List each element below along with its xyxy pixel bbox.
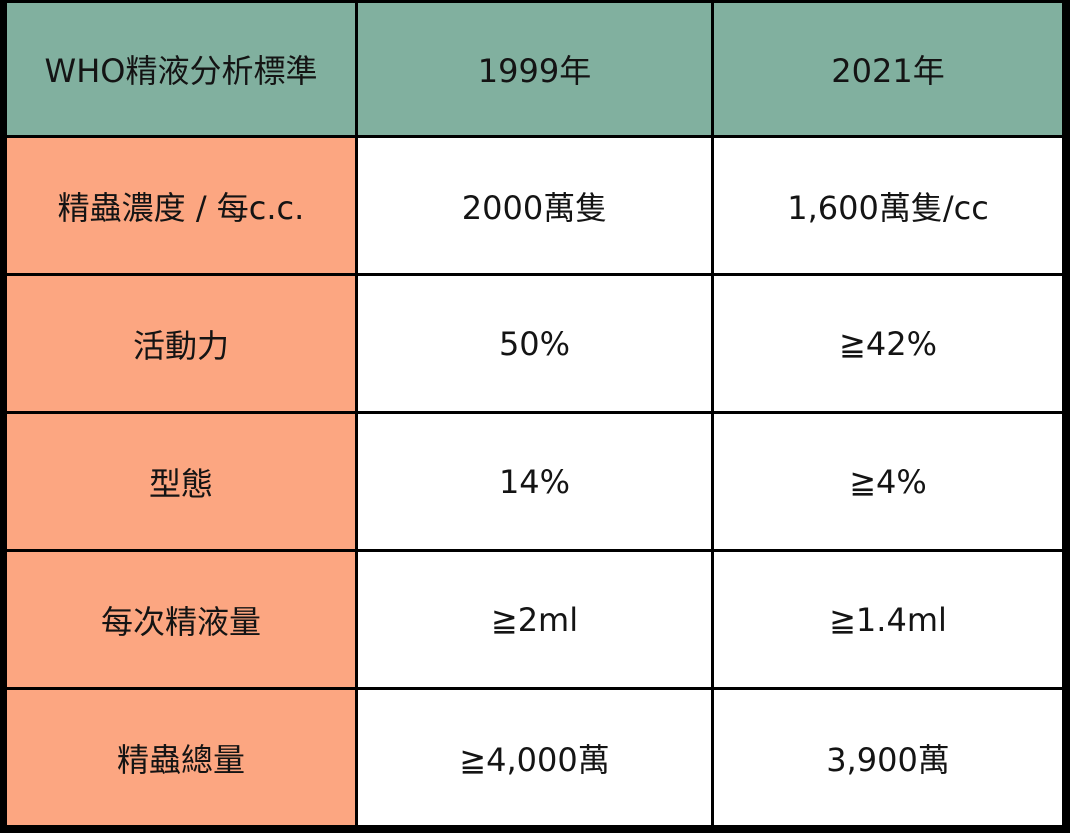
row-label-motility: 活動力 — [7, 276, 355, 411]
cell-concentration-2021: 1,600萬隻/cc — [714, 138, 1062, 273]
cell-motility-1999: 50% — [358, 276, 711, 411]
header-2021: 2021年 — [714, 3, 1062, 135]
cell-volume-1999: ≧2ml — [358, 552, 711, 687]
cell-motility-2021: ≧42% — [714, 276, 1062, 411]
row-label-morphology: 型態 — [7, 414, 355, 549]
cell-morphology-2021: ≧4% — [714, 414, 1062, 549]
row-label-total-count: 精蟲總量 — [7, 690, 355, 825]
cell-morphology-1999: 14% — [358, 414, 711, 549]
cell-volume-2021: ≧1.4ml — [714, 552, 1062, 687]
row-label-volume: 每次精液量 — [7, 552, 355, 687]
cell-total-count-1999: ≧4,000萬 — [358, 690, 711, 825]
cell-concentration-1999: 2000萬隻 — [358, 138, 711, 273]
header-1999: 1999年 — [358, 3, 711, 135]
row-label-concentration: 精蟲濃度 / 每c.c. — [7, 138, 355, 273]
header-criteria: WHO精液分析標準 — [7, 3, 355, 135]
cell-total-count-2021: 3,900萬 — [714, 690, 1062, 825]
